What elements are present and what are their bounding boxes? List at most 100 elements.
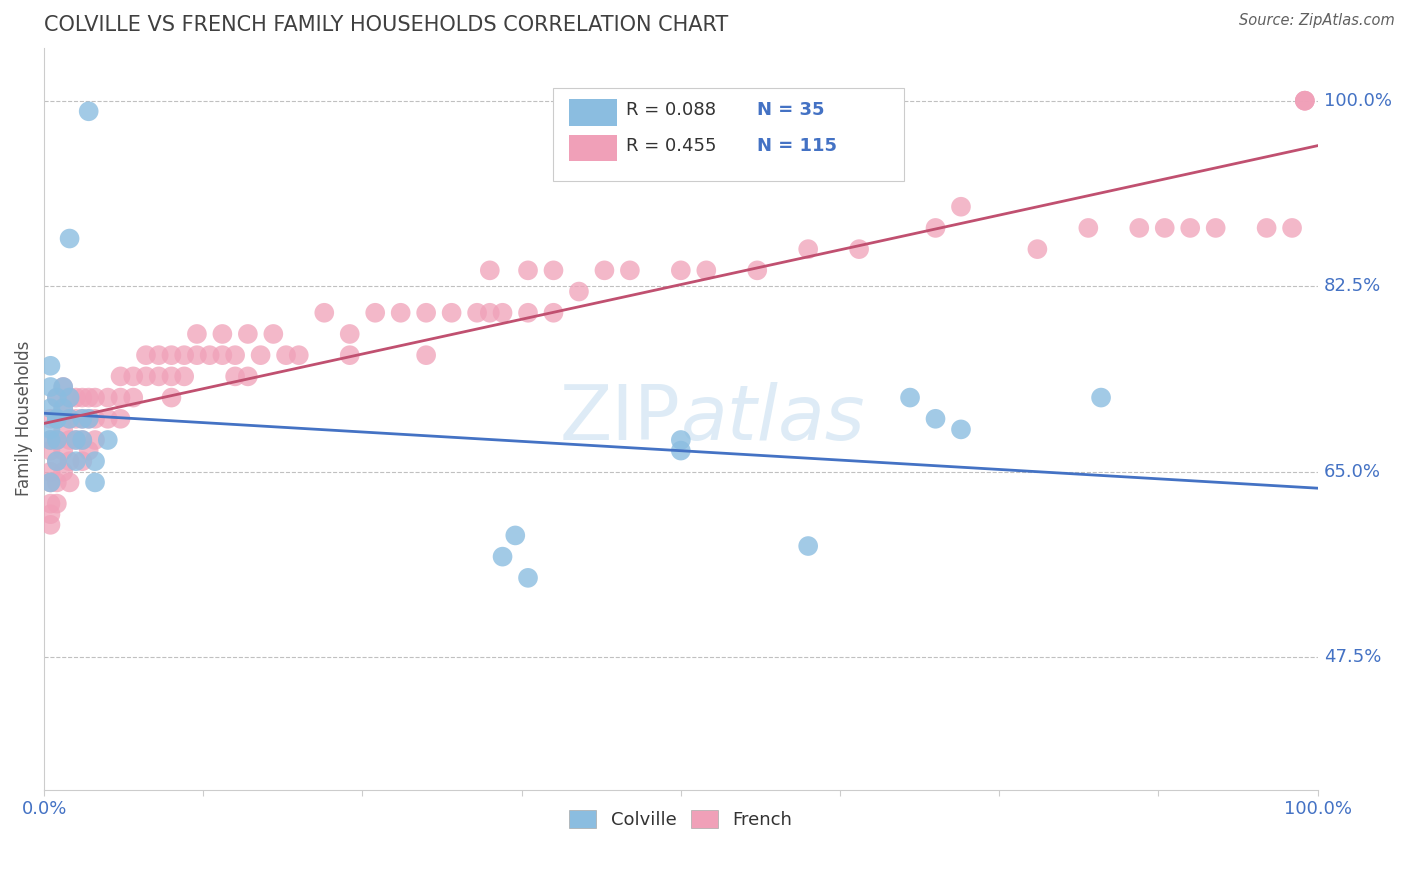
Point: [364, 306, 387, 320]
Point: [58, 454, 80, 468]
Point: [39, 517, 62, 532]
Point: [45, 411, 67, 425]
Point: [39, 380, 62, 394]
Point: [288, 348, 311, 362]
Point: [543, 306, 565, 320]
Point: [1256, 221, 1278, 235]
Point: [148, 369, 170, 384]
Text: 82.5%: 82.5%: [1324, 277, 1381, 295]
Point: [1294, 94, 1316, 108]
Point: [236, 326, 259, 341]
Point: [45, 411, 67, 425]
Point: [924, 411, 946, 425]
Point: [84, 475, 107, 490]
Point: [65, 433, 87, 447]
Point: [517, 571, 540, 585]
Text: N = 115: N = 115: [758, 136, 837, 154]
Point: [97, 411, 120, 425]
Point: [949, 422, 972, 436]
Point: [224, 369, 246, 384]
Text: Source: ZipAtlas.com: Source: ZipAtlas.com: [1239, 13, 1395, 29]
Point: [478, 306, 501, 320]
Point: [45, 433, 67, 447]
Point: [314, 306, 336, 320]
Point: [39, 497, 62, 511]
Point: [173, 369, 195, 384]
Point: [543, 263, 565, 277]
Text: 65.0%: 65.0%: [1324, 463, 1381, 481]
Point: [58, 411, 80, 425]
Point: [173, 348, 195, 362]
Text: N = 35: N = 35: [758, 101, 825, 119]
Point: [122, 369, 145, 384]
Point: [77, 411, 100, 425]
Point: [45, 391, 67, 405]
Text: R = 0.088: R = 0.088: [626, 101, 716, 119]
Point: [211, 348, 233, 362]
Point: [39, 443, 62, 458]
Point: [517, 306, 540, 320]
Point: [58, 411, 80, 425]
Point: [568, 285, 591, 299]
Point: [84, 433, 107, 447]
Point: [72, 411, 94, 425]
Point: [695, 263, 717, 277]
Point: [110, 369, 132, 384]
Point: [797, 242, 820, 256]
Text: R = 0.455: R = 0.455: [626, 136, 717, 154]
Point: [274, 348, 297, 362]
Point: [52, 380, 75, 394]
Point: [45, 475, 67, 490]
FancyBboxPatch shape: [569, 135, 617, 161]
Point: [72, 433, 94, 447]
Point: [1205, 221, 1227, 235]
Text: atlas: atlas: [681, 382, 865, 456]
Point: [45, 454, 67, 468]
Point: [491, 549, 513, 564]
Point: [491, 306, 513, 320]
Point: [39, 359, 62, 373]
Point: [39, 475, 62, 490]
Point: [160, 391, 183, 405]
Text: 100.0%: 100.0%: [1324, 92, 1392, 110]
Point: [440, 306, 463, 320]
Point: [97, 433, 120, 447]
Point: [39, 507, 62, 521]
Point: [389, 306, 412, 320]
Text: COLVILLE VS FRENCH FAMILY HOUSEHOLDS CORRELATION CHART: COLVILLE VS FRENCH FAMILY HOUSEHOLDS COR…: [44, 15, 728, 35]
Point: [517, 263, 540, 277]
Point: [77, 104, 100, 119]
Point: [747, 263, 769, 277]
Point: [198, 348, 221, 362]
Point: [1090, 391, 1112, 405]
Point: [669, 443, 692, 458]
Point: [58, 391, 80, 405]
Point: [797, 539, 820, 553]
Point: [45, 454, 67, 468]
Point: [478, 263, 501, 277]
Point: [45, 411, 67, 425]
Point: [1026, 242, 1049, 256]
Point: [39, 422, 62, 436]
Point: [39, 401, 62, 416]
Point: [148, 348, 170, 362]
Point: [249, 348, 271, 362]
Point: [339, 348, 361, 362]
Point: [72, 454, 94, 468]
Point: [1153, 221, 1175, 235]
Point: [58, 391, 80, 405]
Point: [39, 411, 62, 425]
Point: [72, 411, 94, 425]
Point: [65, 454, 87, 468]
Point: [503, 528, 526, 542]
Point: [160, 369, 183, 384]
Point: [135, 369, 157, 384]
Point: [52, 422, 75, 436]
Point: [339, 326, 361, 341]
Point: [58, 475, 80, 490]
Point: [135, 348, 157, 362]
Point: [39, 433, 62, 447]
Point: [77, 391, 100, 405]
Point: [39, 475, 62, 490]
Point: [72, 433, 94, 447]
